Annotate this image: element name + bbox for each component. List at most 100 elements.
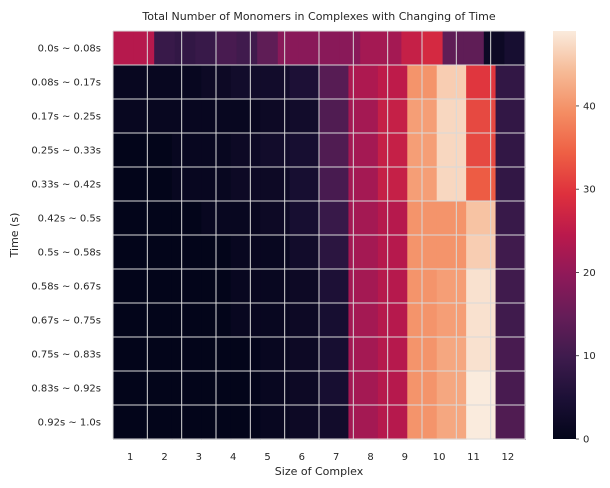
heatmap-cell	[113, 235, 144, 270]
y-tick-label: 0.08s ~ 0.17s	[31, 78, 101, 89]
heatmap-cell	[495, 303, 526, 338]
heatmap-cell	[171, 167, 202, 202]
heatmap-cell	[377, 235, 408, 270]
colorbar-tick-label: 30	[583, 185, 596, 196]
heatmap-cell	[466, 405, 497, 440]
heatmap-cell	[113, 201, 144, 236]
heatmap-cell	[230, 235, 261, 270]
heatmap-cell	[466, 167, 497, 202]
heatmap-cell	[466, 65, 497, 100]
heatmap-grid	[112, 30, 526, 440]
heatmap-cell	[466, 371, 497, 406]
heatmap-cell	[495, 99, 526, 134]
heatmap-cell	[195, 31, 217, 66]
x-tick-label: 10	[433, 452, 446, 463]
heatmap-cell	[289, 269, 320, 304]
heatmap-cell	[260, 405, 291, 440]
heatmap-cell	[171, 99, 202, 134]
heatmap-cell	[466, 133, 497, 168]
heatmap-cell	[436, 235, 467, 270]
x-tick-label: 4	[230, 452, 236, 463]
heatmap-cell	[339, 31, 361, 66]
heatmap-cell	[236, 31, 258, 66]
heatmap-cell	[289, 99, 320, 134]
heatmap-cell	[495, 371, 526, 406]
heatmap-cell	[319, 133, 350, 168]
heatmap-cell	[289, 201, 320, 236]
heatmap-cell	[401, 31, 423, 66]
heatmap-cell	[230, 269, 261, 304]
colorbar-tick-label: 10	[583, 351, 596, 362]
y-tick-label: 0.92s ~ 1.0s	[38, 418, 101, 429]
heatmap-cell	[495, 269, 526, 304]
heatmap-cell	[113, 337, 144, 372]
heatmap-cell	[260, 167, 291, 202]
heatmap-cell	[495, 65, 526, 100]
heatmap-cell	[466, 303, 497, 338]
heatmap-cell	[504, 31, 526, 66]
heatmap-cell	[436, 133, 467, 168]
heatmap-cell	[483, 31, 505, 66]
heatmap-cell	[436, 201, 467, 236]
heatmap-cell	[171, 303, 202, 338]
heatmap-cell	[319, 235, 350, 270]
chart-title: Total Number of Monomers in Complexes wi…	[141, 10, 495, 23]
x-tick-label: 9	[402, 452, 408, 463]
colorbar-tick-label: 40	[583, 101, 596, 112]
heatmap-cell	[113, 269, 144, 304]
heatmap-cell	[319, 303, 350, 338]
heatmap-cell	[466, 201, 497, 236]
heatmap-cell	[171, 201, 202, 236]
heatmap-cell	[230, 201, 261, 236]
heatmap-cell	[319, 405, 350, 440]
heatmap-cell	[442, 31, 464, 66]
heatmap-cell	[113, 99, 144, 134]
heatmap-cell	[466, 269, 497, 304]
heatmap-cell	[377, 99, 408, 134]
heatmap-cell	[380, 31, 402, 66]
heatmap-cell	[377, 65, 408, 100]
heatmap-cell	[171, 405, 202, 440]
heatmap-cell	[230, 303, 261, 338]
x-tick-label: 6	[299, 452, 305, 463]
heatmap-cell	[289, 65, 320, 100]
y-tick-labels: 0.0s ~ 0.08s 0.08s ~ 0.17s 0.17s ~ 0.25s 0.…	[31, 44, 101, 429]
heatmap-cell	[260, 133, 291, 168]
y-tick-label: 0.67s ~ 0.75s	[31, 316, 101, 327]
heatmap-cell	[377, 371, 408, 406]
heatmap-cell	[377, 133, 408, 168]
heatmap-cell	[257, 31, 279, 66]
heatmap-cell	[230, 133, 261, 168]
heatmap-cell	[260, 201, 291, 236]
heatmap-cell	[113, 65, 144, 100]
colorbar-tick-label: 20	[583, 268, 596, 279]
heatmap-cell	[319, 337, 350, 372]
heatmap-cell	[260, 337, 291, 372]
colorbar-tick-label: 0	[583, 435, 589, 446]
heatmap-cell	[436, 303, 467, 338]
x-tick-label: 12	[501, 452, 514, 463]
heatmap-cell	[230, 99, 261, 134]
heatmap-cell	[436, 371, 467, 406]
heatmap-cell	[377, 405, 408, 440]
heatmap-cell	[230, 371, 261, 406]
heatmap-cell	[466, 235, 497, 270]
heatmap-cell	[230, 167, 261, 202]
heatmap-cell	[436, 99, 467, 134]
x-tick-label: 7	[333, 452, 339, 463]
heatmap-cell	[422, 31, 444, 66]
heatmap-cell	[495, 167, 526, 202]
y-axis-label: Time (s)	[8, 213, 21, 259]
heatmap-cell	[298, 31, 320, 66]
y-tick-label: 0.5s ~ 0.58s	[38, 248, 101, 259]
x-axis-label: Size of Complex	[275, 465, 364, 478]
heatmap-cell	[260, 99, 291, 134]
heatmap-cell	[289, 133, 320, 168]
heatmap-cell	[377, 269, 408, 304]
heatmap-cell	[319, 201, 350, 236]
y-tick-label: 0.58s ~ 0.67s	[31, 282, 101, 293]
heatmap-cell	[319, 167, 350, 202]
heatmap-cell	[171, 133, 202, 168]
heatmap-cell	[113, 405, 144, 440]
